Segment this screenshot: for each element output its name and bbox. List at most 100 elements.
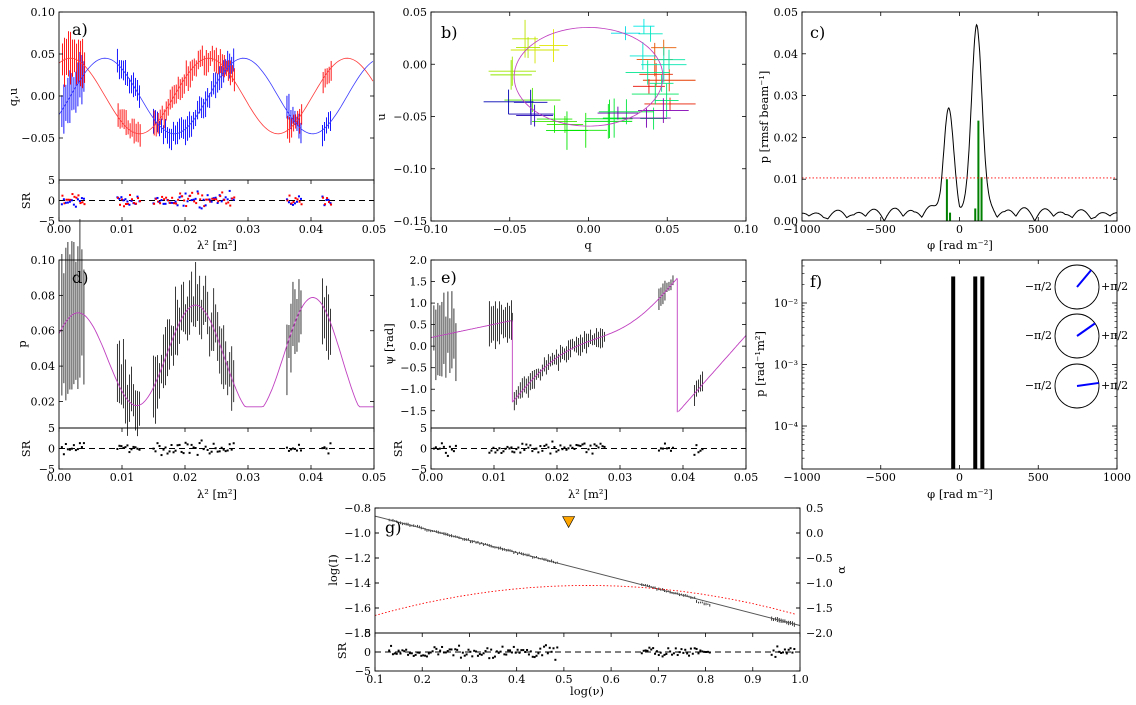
residual-point bbox=[70, 447, 73, 450]
residual-point bbox=[654, 652, 657, 655]
residual-point bbox=[72, 444, 75, 447]
residual-point bbox=[789, 647, 792, 650]
residual-point bbox=[496, 449, 499, 452]
alpha-marker bbox=[562, 516, 576, 529]
residual-point bbox=[194, 197, 197, 200]
residual-point bbox=[221, 191, 224, 194]
residual-point bbox=[391, 653, 394, 656]
y-tick-label: −5 bbox=[355, 665, 371, 678]
residual-point bbox=[495, 650, 498, 653]
residual-point bbox=[321, 447, 324, 450]
residual-point bbox=[521, 442, 524, 445]
residual-point bbox=[79, 202, 82, 205]
x-tick-label: 0.01 bbox=[110, 223, 135, 236]
residual-point bbox=[198, 206, 201, 209]
residual-point bbox=[298, 200, 301, 203]
residual-point bbox=[527, 653, 530, 656]
y-tick-label: −0.05 bbox=[21, 132, 55, 145]
residual-point bbox=[507, 649, 510, 652]
y-tick-label: −1.2 bbox=[344, 552, 371, 565]
x-tick-label: −500 bbox=[866, 471, 896, 484]
residual-point bbox=[232, 198, 235, 201]
residual-point bbox=[513, 451, 516, 454]
x-tick-label: 0.00 bbox=[47, 471, 72, 484]
residual-point bbox=[537, 652, 540, 655]
residual-point bbox=[116, 447, 119, 450]
residual-point bbox=[427, 652, 430, 655]
residual-point bbox=[597, 446, 600, 449]
residual-point bbox=[399, 652, 402, 655]
residual-point bbox=[67, 198, 70, 201]
residual-point bbox=[705, 650, 708, 653]
residual-point bbox=[552, 647, 555, 650]
x-tick-label: −1000 bbox=[783, 471, 820, 484]
residual-point bbox=[407, 653, 410, 656]
residual-point bbox=[793, 647, 796, 650]
residual-point bbox=[123, 205, 126, 208]
residual-point bbox=[554, 658, 557, 661]
residual-point bbox=[200, 207, 203, 210]
x-tick-label: 0.04 bbox=[299, 471, 324, 484]
residual-point bbox=[204, 445, 207, 448]
y-tick-label: −1.4 bbox=[344, 577, 371, 590]
residual-point bbox=[288, 194, 291, 197]
residual-point bbox=[448, 648, 451, 651]
residual-point bbox=[152, 447, 155, 450]
residual-point bbox=[525, 443, 528, 446]
residual-point bbox=[68, 200, 71, 203]
residual-point bbox=[137, 197, 140, 200]
residual-point bbox=[62, 453, 65, 456]
residual-point bbox=[471, 655, 474, 658]
residual-point bbox=[118, 203, 121, 206]
residual-point bbox=[192, 198, 195, 201]
residual-point bbox=[657, 654, 660, 657]
residual-point bbox=[541, 449, 544, 452]
residual-point bbox=[206, 448, 209, 451]
residual-point bbox=[435, 647, 438, 650]
y-tick-label: 0.5 bbox=[410, 319, 428, 332]
residual-point bbox=[512, 645, 515, 648]
panel-b: −0.10 −0.05 0.00 0.05 0.10 0.05 0.00 −0.05 −0.10… bbox=[374, 6, 758, 252]
residual-point bbox=[529, 444, 532, 447]
residual-point bbox=[124, 446, 127, 449]
residual-point bbox=[703, 650, 706, 653]
x-axis-label: φ [rad m⁻²] bbox=[927, 238, 993, 252]
residual-point bbox=[72, 203, 75, 206]
residual-point bbox=[458, 644, 461, 647]
x-axis-label: log(ν) bbox=[570, 684, 604, 698]
residual-point bbox=[214, 447, 217, 450]
angle-needle bbox=[1076, 381, 1099, 387]
residual-point bbox=[216, 201, 219, 204]
residual-point bbox=[228, 443, 231, 446]
residual-point bbox=[158, 201, 161, 204]
residual-point bbox=[543, 444, 546, 447]
residual-point bbox=[169, 201, 172, 204]
residual-point bbox=[163, 198, 166, 201]
residual-point bbox=[522, 649, 525, 652]
residual-point bbox=[222, 448, 225, 451]
residual-point bbox=[226, 198, 229, 201]
residual-point bbox=[691, 652, 694, 655]
residual-point bbox=[684, 648, 687, 651]
x-tick-label: 0.02 bbox=[173, 223, 198, 236]
residual-point bbox=[482, 652, 485, 655]
residual-point bbox=[190, 199, 193, 202]
x-tick-label: −500 bbox=[866, 223, 896, 236]
residual-point bbox=[693, 453, 696, 456]
residual-point bbox=[448, 445, 451, 448]
residual-point bbox=[603, 445, 606, 448]
residual-point bbox=[640, 652, 643, 655]
residual-point bbox=[286, 199, 289, 202]
residual-point bbox=[215, 198, 218, 201]
x-tick-label: 0.7 bbox=[650, 673, 668, 686]
residual-point bbox=[289, 448, 292, 451]
y-tick-label: 10⁻³ bbox=[774, 359, 798, 372]
psi-model-line bbox=[678, 335, 747, 412]
residual-point bbox=[515, 448, 518, 451]
residual-point bbox=[71, 193, 74, 196]
residual-point bbox=[791, 651, 794, 654]
residual-point bbox=[587, 448, 590, 451]
residual-point bbox=[185, 205, 188, 208]
x-axis-label: φ [rad m⁻²] bbox=[927, 487, 993, 501]
residual-point bbox=[168, 450, 171, 453]
